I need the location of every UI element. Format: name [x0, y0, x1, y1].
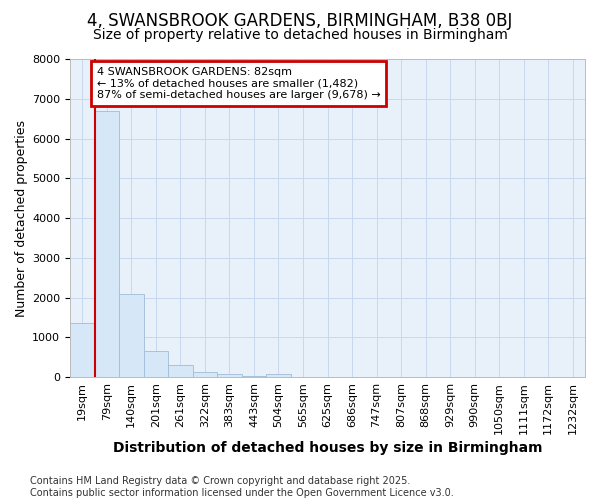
- Y-axis label: Number of detached properties: Number of detached properties: [15, 120, 28, 316]
- Bar: [168, 365, 193, 377]
- Bar: [70, 324, 95, 377]
- Text: 4, SWANSBROOK GARDENS, BIRMINGHAM, B38 0BJ: 4, SWANSBROOK GARDENS, BIRMINGHAM, B38 0…: [88, 12, 512, 30]
- Text: Size of property relative to detached houses in Birmingham: Size of property relative to detached ho…: [92, 28, 508, 42]
- Bar: [95, 110, 119, 377]
- Bar: [217, 374, 242, 377]
- Bar: [266, 374, 291, 377]
- Bar: [193, 372, 217, 377]
- Text: 4 SWANSBROOK GARDENS: 82sqm
← 13% of detached houses are smaller (1,482)
87% of : 4 SWANSBROOK GARDENS: 82sqm ← 13% of det…: [97, 67, 381, 100]
- X-axis label: Distribution of detached houses by size in Birmingham: Distribution of detached houses by size …: [113, 441, 542, 455]
- Bar: [143, 352, 168, 377]
- Bar: [242, 376, 266, 377]
- Text: Contains HM Land Registry data © Crown copyright and database right 2025.
Contai: Contains HM Land Registry data © Crown c…: [30, 476, 454, 498]
- Bar: [119, 294, 143, 377]
